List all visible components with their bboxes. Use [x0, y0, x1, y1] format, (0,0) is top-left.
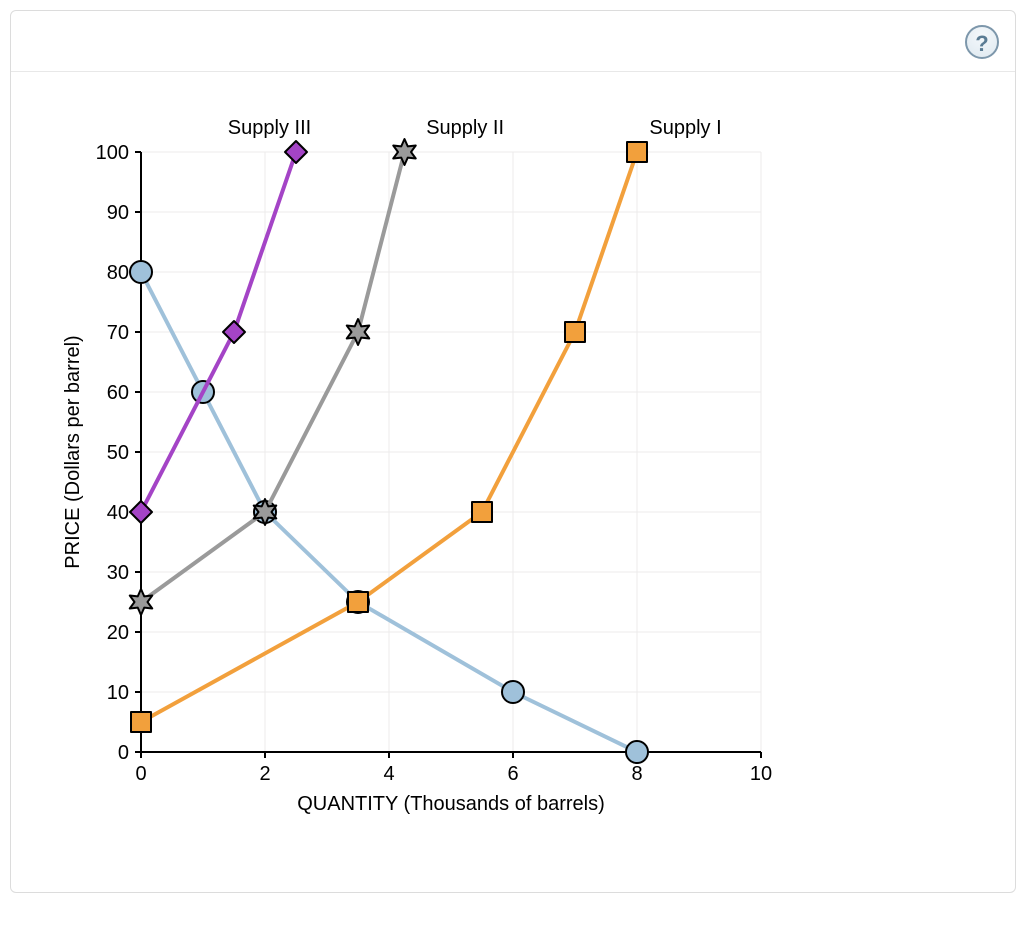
svg-text:90: 90 — [107, 202, 129, 224]
svg-text:70: 70 — [107, 322, 129, 344]
svg-text:20: 20 — [107, 622, 129, 644]
supply-demand-chart: 02468100102030405060708090100QUANTITY (T… — [41, 112, 801, 832]
marker-supply-i — [131, 712, 151, 732]
svg-text:60: 60 — [107, 382, 129, 404]
marker-demand — [130, 261, 152, 283]
svg-text:2: 2 — [259, 763, 270, 785]
svg-text:10: 10 — [107, 682, 129, 704]
marker-supply-i — [565, 322, 585, 342]
marker-demand — [502, 681, 524, 703]
svg-text:40: 40 — [107, 502, 129, 524]
svg-text:10: 10 — [750, 763, 772, 785]
marker-demand — [626, 741, 648, 763]
svg-text:100: 100 — [96, 142, 129, 164]
svg-text:50: 50 — [107, 442, 129, 464]
chart-panel: ? 02468100102030405060708090100QUANTITY … — [10, 10, 1016, 893]
svg-text:6: 6 — [507, 763, 518, 785]
marker-supply-i — [472, 502, 492, 522]
series-title-supply-ii: Supply II — [426, 117, 504, 139]
y-axis-label: PRICE (Dollars per barrel) — [62, 335, 84, 568]
series-title-supply-iii: Supply III — [228, 117, 311, 139]
panel-header: ? — [11, 11, 1015, 72]
series-title-supply-i: Supply I — [649, 117, 721, 139]
x-axis-label: QUANTITY (Thousands of barrels) — [297, 793, 605, 815]
chart-container: 02468100102030405060708090100QUANTITY (T… — [11, 72, 1015, 892]
svg-text:4: 4 — [383, 763, 394, 785]
marker-supply-i — [348, 592, 368, 612]
help-icon[interactable]: ? — [965, 25, 999, 59]
svg-text:80: 80 — [107, 262, 129, 284]
svg-text:0: 0 — [118, 742, 129, 764]
svg-text:0: 0 — [135, 763, 146, 785]
svg-text:8: 8 — [631, 763, 642, 785]
svg-text:30: 30 — [107, 562, 129, 584]
marker-supply-i — [627, 142, 647, 162]
